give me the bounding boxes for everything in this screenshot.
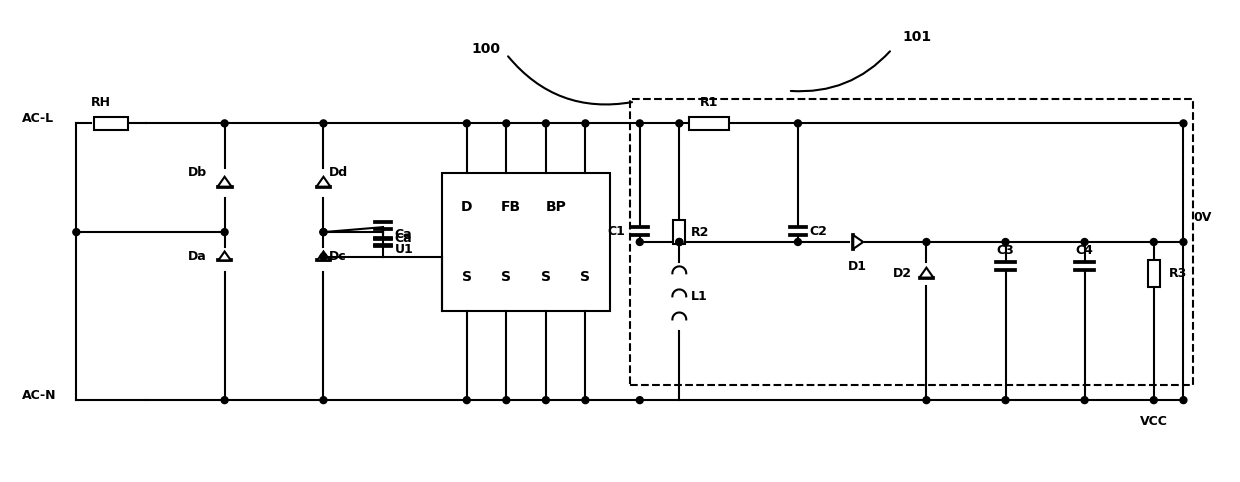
Circle shape xyxy=(636,120,644,127)
Text: R3: R3 xyxy=(1168,267,1187,280)
Polygon shape xyxy=(316,177,330,187)
Circle shape xyxy=(503,120,510,127)
Circle shape xyxy=(676,239,683,245)
Circle shape xyxy=(1151,239,1157,245)
Bar xyxy=(443,173,610,311)
Circle shape xyxy=(1002,239,1009,245)
Text: S: S xyxy=(580,269,590,283)
Text: D1: D1 xyxy=(848,260,867,273)
Polygon shape xyxy=(218,252,231,260)
Circle shape xyxy=(503,397,510,403)
Text: D2: D2 xyxy=(893,267,911,280)
Circle shape xyxy=(582,397,589,403)
Polygon shape xyxy=(218,177,232,187)
Text: Dd: Dd xyxy=(329,166,347,179)
Text: BP: BP xyxy=(546,201,567,214)
Text: 100: 100 xyxy=(471,42,501,56)
Polygon shape xyxy=(920,268,934,278)
Circle shape xyxy=(1151,397,1157,403)
Circle shape xyxy=(923,239,930,245)
Circle shape xyxy=(1081,397,1087,403)
Text: Db: Db xyxy=(187,166,207,179)
Text: U1: U1 xyxy=(394,243,413,256)
Text: C1: C1 xyxy=(608,225,625,238)
Text: Ca: Ca xyxy=(394,231,412,244)
Text: S: S xyxy=(501,269,511,283)
Text: VCC: VCC xyxy=(1140,415,1168,428)
Text: Ca: Ca xyxy=(394,228,412,241)
Circle shape xyxy=(542,397,549,403)
Text: 0V: 0V xyxy=(1193,211,1211,224)
Circle shape xyxy=(542,120,549,127)
Circle shape xyxy=(320,228,327,236)
Circle shape xyxy=(795,120,801,127)
Text: C4: C4 xyxy=(1075,244,1094,257)
Circle shape xyxy=(676,239,683,245)
Text: R2: R2 xyxy=(691,226,709,239)
Circle shape xyxy=(1180,397,1187,403)
FancyArrowPatch shape xyxy=(791,51,890,91)
Circle shape xyxy=(636,239,644,245)
Circle shape xyxy=(1180,120,1187,127)
Circle shape xyxy=(221,120,228,127)
Circle shape xyxy=(1180,239,1187,245)
Text: S: S xyxy=(541,269,551,283)
Circle shape xyxy=(320,228,327,236)
Text: R1: R1 xyxy=(699,95,718,108)
Circle shape xyxy=(676,120,683,127)
Polygon shape xyxy=(853,235,863,249)
Bar xyxy=(94,117,128,130)
Bar xyxy=(689,117,729,130)
Text: RH: RH xyxy=(91,95,112,108)
Circle shape xyxy=(221,397,228,403)
Circle shape xyxy=(464,120,470,127)
Text: D: D xyxy=(461,201,472,214)
Bar xyxy=(1148,260,1159,287)
Text: Dc: Dc xyxy=(329,250,346,263)
Text: S: S xyxy=(461,269,471,283)
Circle shape xyxy=(320,120,327,127)
Text: C2: C2 xyxy=(810,225,827,238)
Circle shape xyxy=(795,239,801,245)
Circle shape xyxy=(1002,397,1009,403)
FancyArrowPatch shape xyxy=(508,56,632,105)
Circle shape xyxy=(636,397,644,403)
Circle shape xyxy=(923,397,930,403)
Text: Da: Da xyxy=(188,250,207,263)
Bar xyxy=(673,220,686,244)
Bar xyxy=(630,99,1193,385)
Circle shape xyxy=(221,228,228,236)
Circle shape xyxy=(320,254,327,260)
Polygon shape xyxy=(317,252,330,260)
Circle shape xyxy=(320,397,327,403)
Text: L1: L1 xyxy=(691,290,708,303)
Circle shape xyxy=(1081,239,1087,245)
Text: C3: C3 xyxy=(997,244,1014,257)
Circle shape xyxy=(582,120,589,127)
Text: FB: FB xyxy=(501,201,521,214)
Circle shape xyxy=(464,397,470,403)
Text: AC-N: AC-N xyxy=(22,388,57,402)
Text: AC-L: AC-L xyxy=(22,112,55,125)
Circle shape xyxy=(73,228,79,236)
Text: 101: 101 xyxy=(901,30,931,44)
